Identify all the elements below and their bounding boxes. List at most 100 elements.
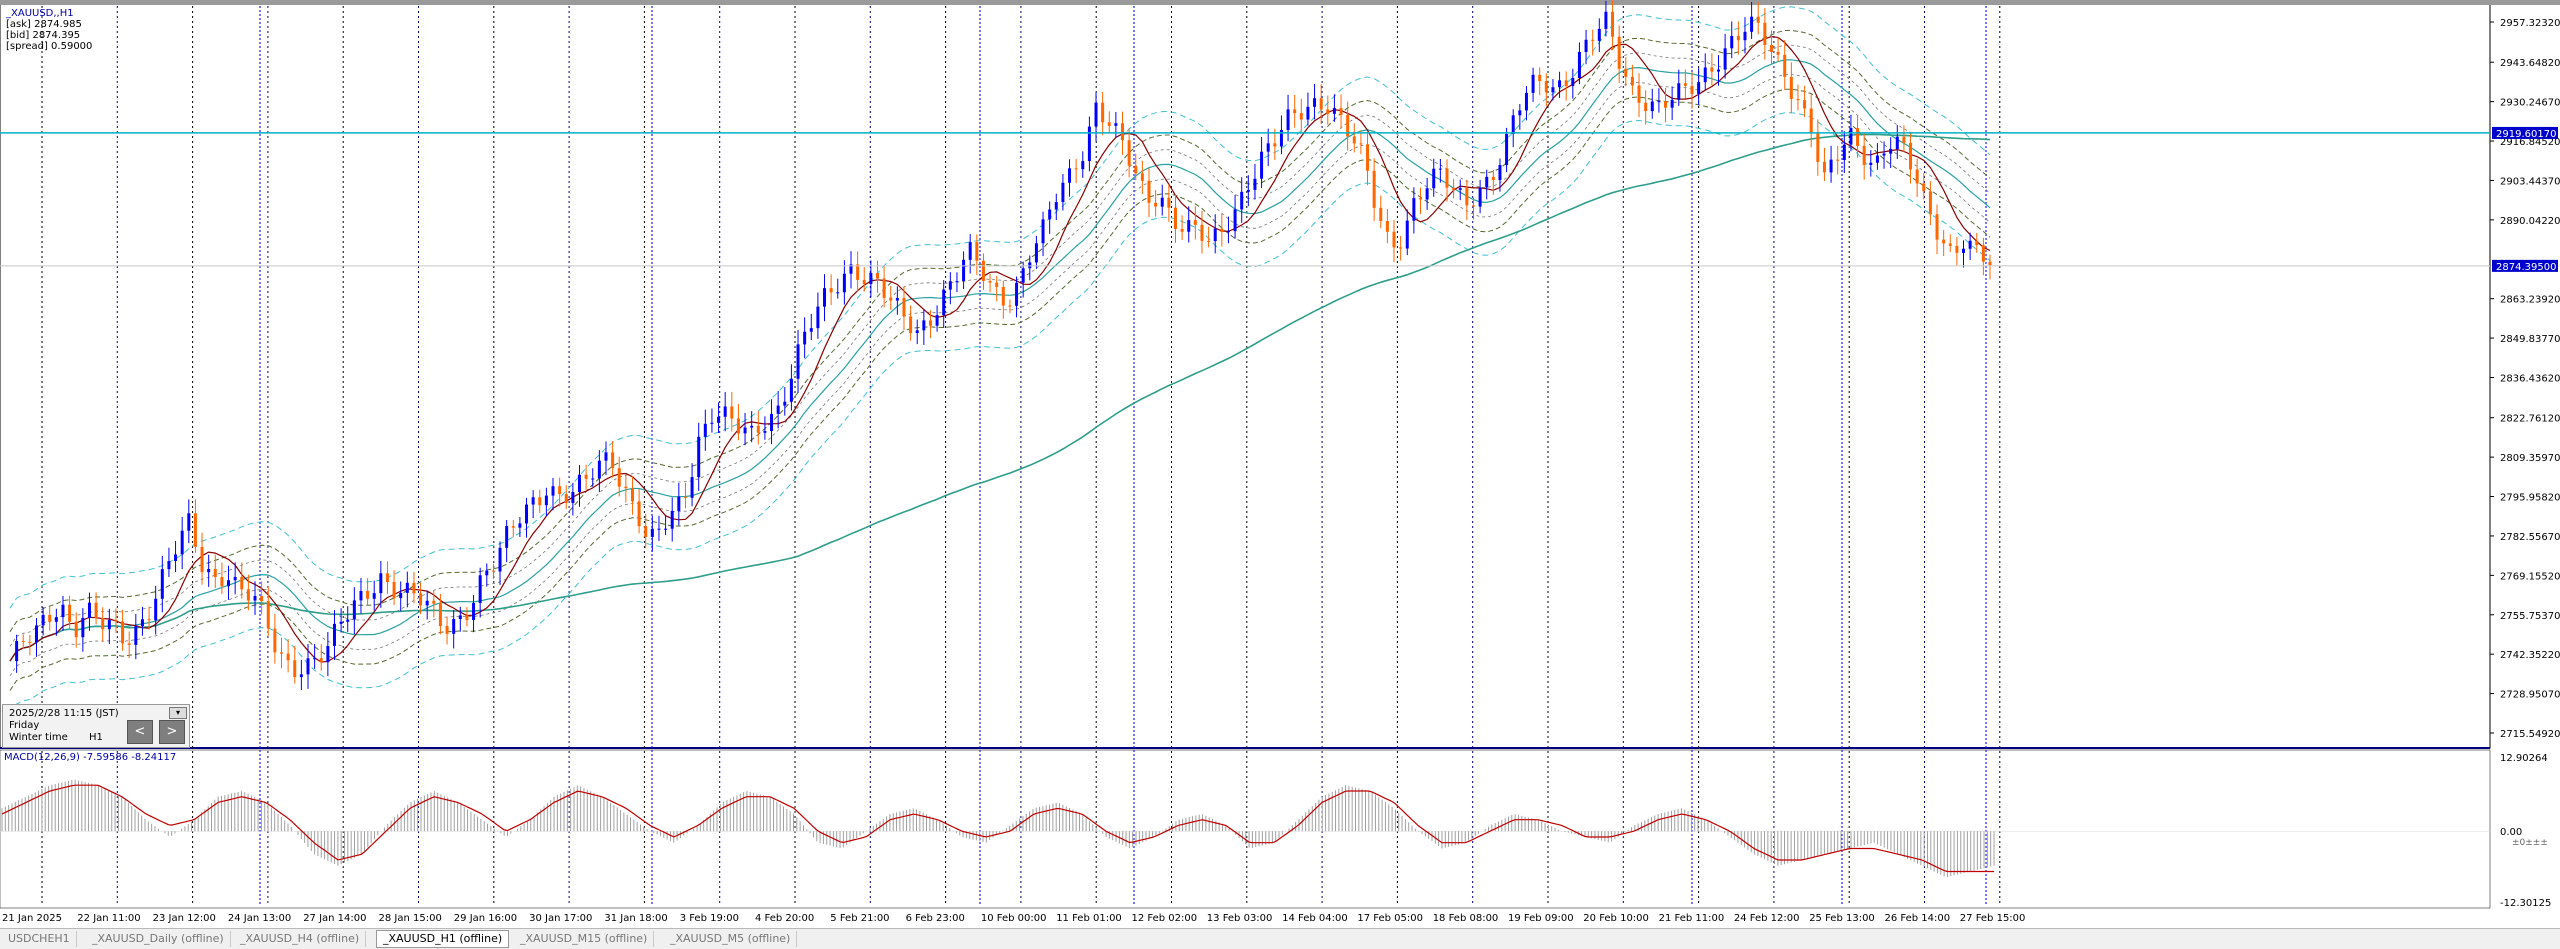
candle-body — [1955, 245, 1959, 253]
chart-canvas[interactable]: 21 Jan 2025 22 Jan 11:00 23 Jan 12:00 24 Ja… — [0, 0, 2560, 928]
x-tick-label: 14 Feb 04:00 — [1282, 913, 1348, 924]
dropdown-icon[interactable]: ▾ — [169, 707, 187, 719]
tab-xauusd-m15[interactable]: _XAUUSD_M15 (offline) — [514, 931, 655, 947]
candle-body — [1564, 80, 1568, 86]
candle-body — [1875, 155, 1879, 163]
candle-body — [1366, 144, 1370, 171]
candle-body — [1518, 110, 1522, 116]
tab-usdcheh1[interactable]: USDCHEH1 — [2, 931, 77, 947]
candle-body — [1385, 220, 1389, 232]
candle-body — [280, 652, 284, 654]
next-button[interactable]: > — [159, 720, 185, 744]
candle-body — [842, 273, 846, 293]
y-tick-label: 2943.64820 — [2500, 58, 2560, 69]
candle-body — [829, 288, 833, 293]
tab-xauusd-m5[interactable]: _XAUUSD_M5 (offline) — [664, 931, 798, 947]
candle-body — [902, 297, 906, 317]
candle-body — [743, 427, 747, 434]
tab-xauusd-daily[interactable]: _XAUUSD_Daily (offline) — [86, 931, 231, 947]
candle-body — [306, 658, 310, 675]
candle-body — [942, 289, 946, 316]
upper-band-inner — [9, 29, 1991, 632]
candle-body — [862, 279, 866, 285]
candle-body — [1220, 228, 1224, 232]
candle-body — [1293, 109, 1297, 114]
prev-button[interactable]: < — [127, 720, 153, 744]
candle-body — [1001, 286, 1005, 306]
macd-tick-label: 0.00 — [2500, 827, 2522, 838]
macd-tick-label: 12.90264 — [2500, 753, 2548, 764]
y-tick-label: 2863.23920 — [2500, 295, 2560, 306]
candle-body — [1756, 16, 1760, 23]
candle-body — [1650, 101, 1654, 112]
candle-body — [1716, 69, 1720, 72]
candle-body — [220, 577, 224, 587]
candle-body — [1458, 188, 1462, 190]
candle-body — [1246, 189, 1250, 192]
main-frame — [0, 3, 2491, 749]
candle-body — [425, 600, 429, 606]
candle-body — [167, 561, 171, 570]
candle-body — [15, 641, 19, 662]
candle-body — [1346, 114, 1350, 137]
candle-body — [465, 615, 469, 621]
candle-body — [1352, 136, 1356, 144]
candle-body — [670, 510, 674, 529]
candle-body — [438, 603, 442, 627]
candle-body — [1286, 109, 1290, 131]
candle-body — [564, 494, 568, 503]
y-tick-label: 2755.75370 — [2500, 611, 2560, 622]
candle-body — [1736, 36, 1740, 41]
tab-xauusd-h1[interactable]: _XAUUSD_H1 (offline) — [376, 930, 510, 948]
x-tick-label: 27 Feb 15:00 — [1960, 913, 2026, 924]
candle-body — [597, 460, 601, 479]
lower-band-mid — [9, 74, 1991, 677]
candle-body — [273, 628, 277, 653]
candle-body — [756, 425, 760, 433]
candle-body — [1425, 188, 1429, 200]
candle-body — [101, 617, 105, 630]
x-tick-label: 10 Feb 00:00 — [981, 913, 1047, 924]
candle-body — [1657, 101, 1661, 103]
candle-body — [87, 602, 91, 618]
chart-tabs: USDCHEH1 _XAUUSD_Daily (offline) _XAUUSD… — [0, 928, 2560, 949]
medium-moving-average-line — [9, 59, 1991, 662]
candle-body — [796, 344, 800, 379]
candle-body — [1710, 67, 1714, 72]
candle-body — [1226, 231, 1230, 233]
x-tick-label: 12 Feb 02:00 — [1132, 913, 1198, 924]
y-tick-label: 2769.15520 — [2500, 571, 2560, 582]
candle-body — [730, 406, 734, 419]
candle-body — [34, 625, 38, 643]
candle-body — [962, 259, 966, 282]
candle-body — [405, 582, 409, 593]
candle-body — [313, 658, 317, 660]
spread-label: [spread] 0.59000 — [6, 41, 93, 52]
candle-body — [1670, 99, 1674, 108]
candle-body — [399, 592, 403, 599]
candle-body — [836, 292, 840, 294]
candle-body — [1048, 209, 1052, 220]
y-tick-label: 2715.54920 — [2500, 729, 2560, 740]
candle-body — [915, 330, 919, 334]
candle-body — [803, 331, 807, 345]
candle-body — [505, 526, 509, 548]
x-tick-label: 18 Feb 08:00 — [1433, 913, 1499, 924]
x-tick-label: 30 Jan 17:00 — [529, 913, 592, 924]
candle-body — [412, 582, 416, 594]
candle-body — [1399, 247, 1403, 249]
candle-body — [1664, 101, 1668, 108]
tab-xauusd-h4[interactable]: _XAUUSD_H4 (offline) — [234, 931, 367, 947]
candle-body — [1419, 198, 1423, 200]
candle-body — [849, 264, 853, 274]
candle-body — [1273, 143, 1277, 147]
candle-body — [366, 590, 370, 599]
candle-body — [1326, 109, 1330, 114]
candle-body — [1783, 54, 1787, 77]
candle-body — [485, 570, 489, 576]
candle-body — [955, 281, 959, 283]
candle-body — [1372, 170, 1376, 208]
candle-body — [690, 477, 694, 498]
candle-body — [981, 260, 985, 281]
price-level-marker-text: 2919.60170 — [2496, 129, 2556, 140]
